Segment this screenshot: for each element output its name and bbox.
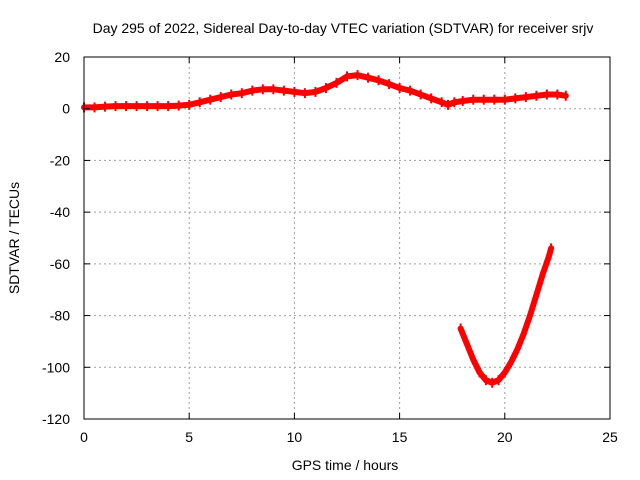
x-tick-label: 25 xyxy=(602,429,618,445)
y-tick-label: -60 xyxy=(50,256,70,272)
series-line-2 xyxy=(457,245,555,386)
y-tick-label: -20 xyxy=(50,152,70,168)
x-tick-label: 10 xyxy=(287,429,303,445)
chart-title: Day 295 of 2022, Sidereal Day-to-day VTE… xyxy=(93,20,594,36)
y-tick-label: -120 xyxy=(42,411,70,427)
y-tick-label: -100 xyxy=(42,359,70,375)
y-tick-label: -40 xyxy=(50,204,70,220)
series-line-1 xyxy=(81,72,569,111)
y-tick-label: 0 xyxy=(62,101,70,117)
y-tick-label: -80 xyxy=(50,308,70,324)
y-tick-label: 20 xyxy=(54,49,70,65)
grid xyxy=(84,57,610,419)
axis-ticks: 0 5 10 15 20 25 -120 -100 -80 -60 -40 -20 0 20 xyxy=(42,49,618,445)
x-axis-title: GPS time / hours xyxy=(292,457,399,473)
x-tick-label: 5 xyxy=(185,429,193,445)
x-tick-label: 15 xyxy=(392,429,408,445)
y-axis-title: SDTVAR / TECUs xyxy=(6,182,22,294)
x-tick-label: 20 xyxy=(497,429,513,445)
plot-frame xyxy=(83,56,611,420)
x-tick-label: 0 xyxy=(80,429,88,445)
plot-area xyxy=(81,70,569,388)
